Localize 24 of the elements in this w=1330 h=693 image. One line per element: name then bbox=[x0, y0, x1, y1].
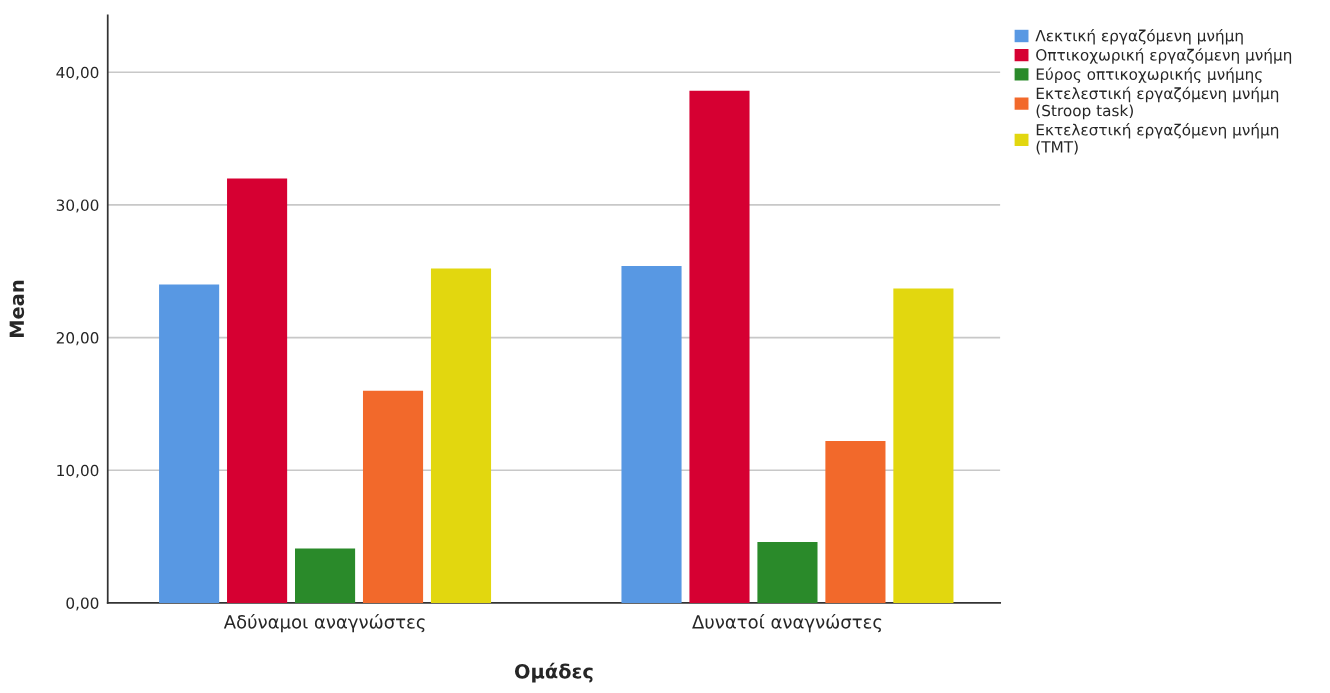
legend-label: Εύρος οπτικοχωρικής μνήμης bbox=[1036, 67, 1262, 83]
legend-label: Οπτικοχωρική εργαζόμενη μνήμη bbox=[1036, 48, 1292, 64]
y-tick-label: 30,00 bbox=[56, 199, 99, 213]
y-tick-label: 40,00 bbox=[56, 66, 99, 80]
bar bbox=[621, 265, 682, 603]
x-axis-title: Ομάδες bbox=[514, 662, 593, 683]
x-tick-label: Δυνατοί αναγνώστες bbox=[692, 614, 882, 633]
bar bbox=[689, 90, 750, 603]
bar bbox=[825, 441, 886, 603]
y-tick-label: 0,00 bbox=[66, 597, 99, 611]
x-tick-label: Αδύναμοι αναγνώστες bbox=[223, 614, 425, 633]
legend-label: Λεκτική εργαζόμενη μνήμη bbox=[1035, 29, 1243, 45]
bar bbox=[362, 390, 424, 603]
y-tick-label: 10,00 bbox=[57, 464, 99, 478]
bar bbox=[295, 548, 356, 603]
bar bbox=[893, 288, 954, 603]
bar bbox=[159, 284, 220, 603]
legend-label: Εκτελεστική εργαζόμενη μνήμη (TMT) bbox=[1036, 123, 1279, 155]
y-axis-title: Mean bbox=[9, 280, 25, 338]
bar bbox=[430, 268, 492, 603]
bar bbox=[227, 178, 288, 603]
y-tick-label: 20,00 bbox=[56, 332, 99, 346]
legend-label: Εκτελεστική εργαζόμενη μνήμη (Stroop task) bbox=[1036, 86, 1279, 120]
bar bbox=[757, 541, 818, 603]
